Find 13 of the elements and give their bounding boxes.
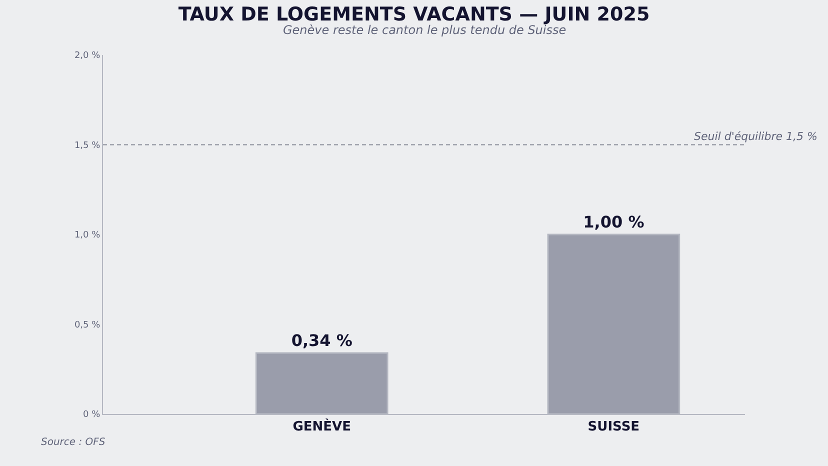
chart-title: TAUX DE LOGEMENTS VACANTS — JUIN 2025: [178, 3, 650, 26]
y-tick-label: 2,0 %: [74, 51, 101, 62]
x-tick-label: GENÈVE: [292, 418, 351, 435]
chart-subtitle: Genève reste le canton le plus tendu de Suisse: [283, 23, 566, 37]
ref-line-label: Seuil d'équilibre 1,5 %: [694, 130, 818, 143]
source-note: Source : OFS: [41, 437, 106, 448]
y-tick-label: 0 %: [83, 410, 101, 420]
data-label: 1,00 %: [583, 212, 644, 232]
y-tick-label: 0,5 %: [74, 320, 101, 330]
y-tick-label: 1,0 %: [74, 230, 101, 241]
y-tick-label: 1,5 %: [74, 140, 101, 151]
x-tick-label: SUISSE: [588, 420, 640, 435]
data-label: 0,34 %: [291, 330, 352, 350]
